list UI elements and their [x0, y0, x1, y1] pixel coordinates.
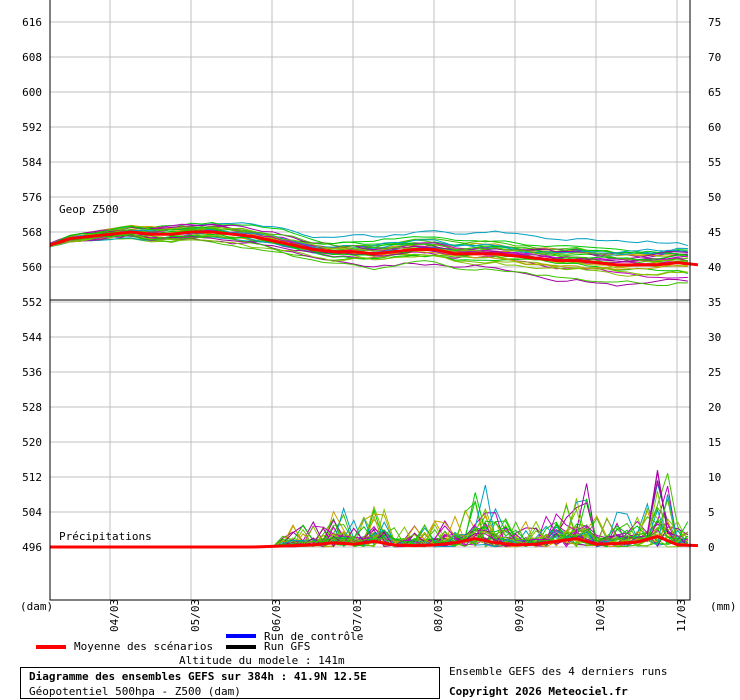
right-tick-label: 75: [708, 16, 721, 29]
info-box: Diagramme des ensembles GEFS sur 384h : …: [20, 667, 440, 699]
left-unit-label: (dam): [20, 600, 53, 613]
ensemble-z500-line: [49, 233, 688, 276]
ensemble-z500-line: [49, 234, 688, 287]
right-tick-label: 40: [708, 261, 721, 274]
x-tick-label: 06/03: [270, 599, 283, 632]
right-tick-label: 55: [708, 156, 721, 169]
left-tick-label: 504: [22, 506, 42, 519]
left-tick-label: 568: [22, 226, 42, 239]
right-tick-label: 60: [708, 121, 721, 134]
left-tick-label: 608: [22, 51, 42, 64]
left-tick-label: 520: [22, 436, 42, 449]
left-axis: 616 608 600 592 584 576 568 560 552 544 536 528 520 5…: [22, 16, 42, 554]
precip-label: Précipitations: [59, 530, 152, 543]
legend-gfs-label: Run GFS: [264, 640, 311, 653]
right-tick-label: 45: [708, 226, 721, 239]
mean-series: [49, 230, 699, 549]
right-unit-label: (mm): [710, 600, 737, 613]
diagram-subtitle: Géopotentiel 500hpa - Z500 (dam): [29, 685, 241, 698]
x-tick-label: 11/03: [675, 599, 688, 632]
left-tick-label: 600: [22, 86, 42, 99]
left-tick-label: 544: [22, 331, 42, 344]
geop-label: Geop Z500: [59, 203, 119, 216]
left-tick-label: 576: [22, 191, 42, 204]
right-tick-label: 15: [708, 436, 721, 449]
right-tick-label: 70: [708, 51, 721, 64]
x-tick-label: 07/03: [351, 599, 364, 632]
copyright-label: Copyright 2026 Meteociel.fr: [449, 685, 628, 698]
legend-control-swatch: [226, 634, 256, 638]
x-tick-label: 05/03: [189, 599, 202, 632]
left-tick-label: 616: [22, 16, 42, 29]
right-tick-label: 35: [708, 296, 721, 309]
plot-frame: [49, 0, 691, 601]
right-tick-label: 30: [708, 331, 721, 344]
right-tick-label: 20: [708, 401, 721, 414]
x-tick-label: 08/03: [432, 599, 445, 632]
right-tick-label: 0: [708, 541, 715, 554]
ensemble-z500-line: [49, 233, 688, 256]
right-tick-label: 65: [708, 86, 721, 99]
ensemble-z500-line: [49, 224, 688, 259]
left-tick-label: 512: [22, 471, 42, 484]
x-tick-label: 10/03: [594, 599, 607, 632]
ensemble-members: [49, 222, 689, 548]
altitude-label: Altitude du modele : 141m: [179, 654, 345, 667]
left-tick-label: 528: [22, 401, 42, 414]
left-tick-label: 560: [22, 261, 42, 274]
runs-label: Ensemble GEFS des 4 derniers runs: [449, 665, 668, 678]
mean-z500-line: [49, 230, 699, 267]
right-tick-label: 50: [708, 191, 721, 204]
ensemble-z500-line: [49, 231, 688, 287]
x-axis: 04/03 05/03 06/03 07/03 08/03 09/03 10/03 11/03: [108, 599, 688, 632]
left-tick-label: 496: [22, 541, 42, 554]
left-tick-label: 552: [22, 296, 42, 309]
left-tick-label: 536: [22, 366, 42, 379]
left-tick-label: 584: [22, 156, 42, 169]
ensemble-z500-line: [49, 235, 688, 277]
legend-mean-label: Moyenne des scénarios: [74, 640, 214, 653]
legend-control-label: Run de contrôle: [264, 630, 364, 643]
legend-gfs-swatch: [226, 645, 256, 649]
right-tick-label: 5: [708, 506, 715, 519]
left-tick-label: 592: [22, 121, 42, 134]
right-tick-label: 25: [708, 366, 721, 379]
x-tick-label: 09/03: [513, 599, 526, 632]
mean-precip-line: [50, 534, 699, 549]
legend-mean-swatch: [36, 645, 66, 649]
x-tick-label: 04/03: [108, 599, 121, 632]
diagram-title: Diagramme des ensembles GEFS sur 384h : …: [29, 670, 367, 683]
right-tick-label: 10: [708, 471, 721, 484]
